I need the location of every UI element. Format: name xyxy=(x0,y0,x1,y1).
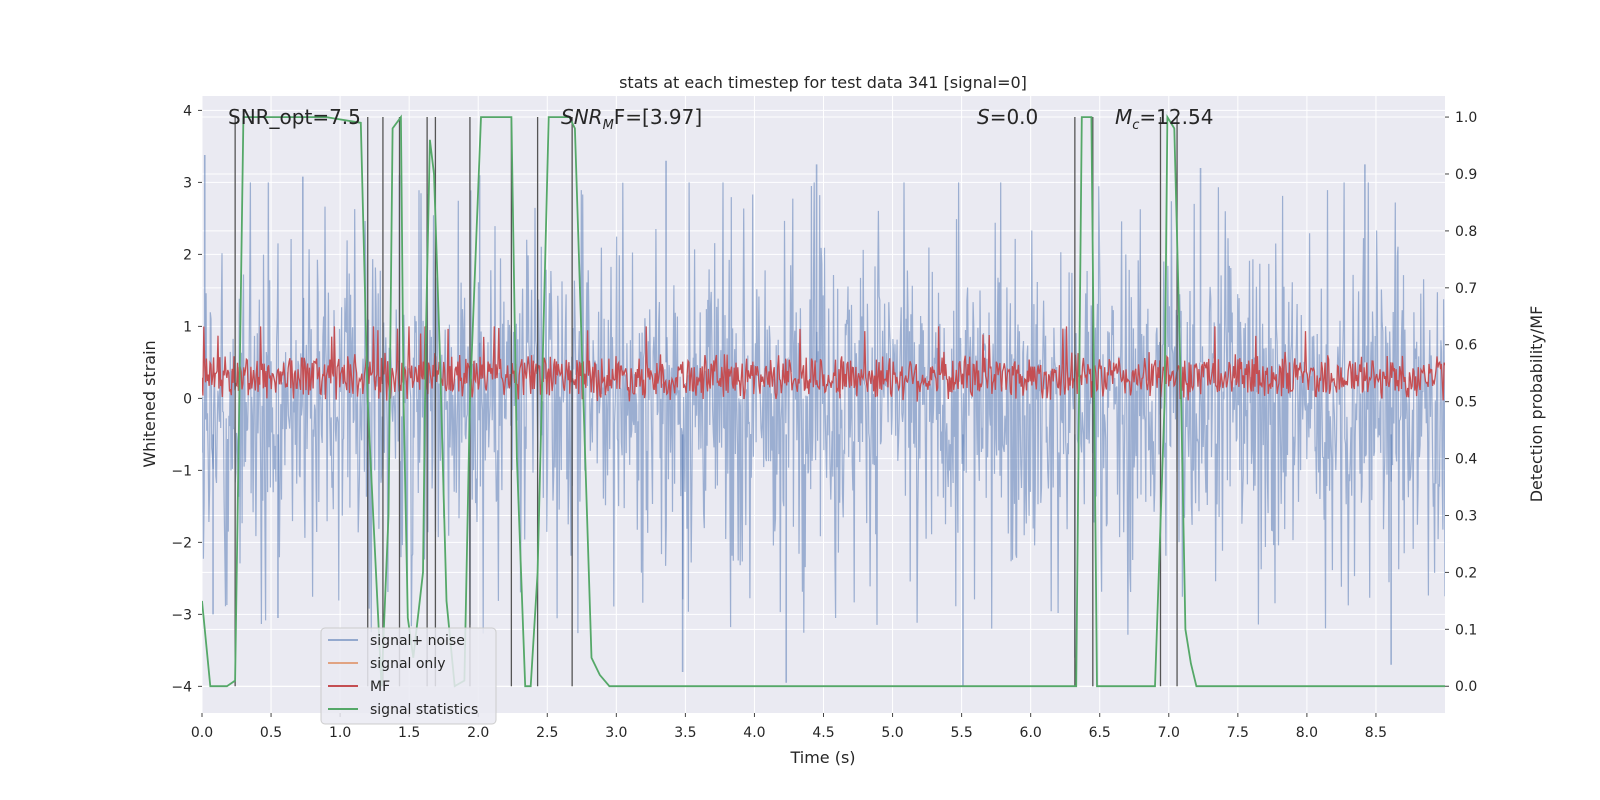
y-tick-label: −4 xyxy=(171,679,192,695)
y2-tick-label: 0.5 xyxy=(1455,395,1477,411)
x-tick-label: 2.5 xyxy=(536,725,558,741)
legend-box xyxy=(320,627,497,725)
x-tick-label: 6.0 xyxy=(1020,725,1042,741)
y2-tick-label: 0.9 xyxy=(1455,167,1477,183)
x-tick-label: 3.0 xyxy=(605,725,627,741)
x-tick-label: 6.5 xyxy=(1089,725,1111,741)
legend-label-signal-only: signal only xyxy=(370,656,445,672)
y2-axis-label: Detection probability/MF xyxy=(1527,306,1546,503)
x-tick-label: 5.5 xyxy=(950,725,972,741)
y2-tick-label: 0.2 xyxy=(1455,565,1477,581)
x-tick-label: 0.0 xyxy=(191,725,213,741)
y-tick-label: −2 xyxy=(171,535,192,551)
annotation-s: S=0.0 xyxy=(977,105,1038,129)
x-axis: 0.0 0.5 1.0 1.5 2.0 2.5 3.0 3.5 4.0 4.5 5.0 5.5 6.0 6… xyxy=(191,713,1387,741)
y-tick-label: −1 xyxy=(171,463,192,479)
y2-tick-label: 0.7 xyxy=(1455,281,1477,297)
x-tick-label: 1.0 xyxy=(329,725,351,741)
y2-tick-label: 0.8 xyxy=(1455,224,1477,240)
x-tick-label: 0.5 xyxy=(260,725,282,741)
mc-base: M xyxy=(1115,105,1132,129)
x-tick-label: 3.5 xyxy=(674,725,696,741)
x-tick-label: 4.0 xyxy=(743,725,765,741)
y2-tick-label: 0.3 xyxy=(1455,508,1477,524)
x-axis-label: Time (s) xyxy=(789,748,855,767)
chart-title: stats at each timestep for test data 341… xyxy=(619,73,1027,92)
x-tick-label: 7.0 xyxy=(1158,725,1180,741)
y-tick-label: 1 xyxy=(183,319,192,335)
y-tick-label: 2 xyxy=(183,247,192,263)
series-mf-line xyxy=(202,326,1445,402)
legend-label-mf: MF xyxy=(370,679,390,695)
legend-label-signal-statistics: signal statistics xyxy=(370,702,478,718)
y2-tick-label: 0.6 xyxy=(1455,338,1477,354)
s-value: =0.0 xyxy=(990,105,1039,129)
y2-tick-label: 1.0 xyxy=(1455,110,1477,126)
snr-mf-base: SNR xyxy=(561,105,603,129)
x-tick-label: 8.5 xyxy=(1365,725,1387,741)
y-axis-label: Whitened strain xyxy=(140,340,159,467)
y-tick-label: −3 xyxy=(171,607,192,623)
x-tick-label: 8.0 xyxy=(1296,725,1318,741)
y2-tick-label: 0.4 xyxy=(1455,452,1477,468)
y2-tick-label: 0.0 xyxy=(1455,679,1477,695)
annotation-mc: Mc=12.54 xyxy=(1115,105,1213,133)
y2-tick-label: 0.1 xyxy=(1455,622,1477,638)
s-symbol: S xyxy=(977,105,990,129)
y-tick-label: 0 xyxy=(183,391,192,407)
x-tick-label: 7.5 xyxy=(1227,725,1249,741)
x-tick-label: 4.5 xyxy=(812,725,834,741)
x-tick-label: 2.0 xyxy=(467,725,489,741)
x-tick-label: 5.0 xyxy=(881,725,903,741)
snr-mf-sub: M xyxy=(603,118,614,133)
y-tick-label: 4 xyxy=(183,103,192,119)
y-axis-left: −4 −3 −2 −1 0 1 2 3 4 xyxy=(171,103,202,695)
mc-value: =12.54 xyxy=(1139,105,1213,129)
y-tick-label: 3 xyxy=(183,175,192,191)
legend-label-signal-noise: signal+ noise xyxy=(370,633,465,649)
mc-sub: c xyxy=(1132,118,1139,133)
legend: signal+ noise signal only MF signal stat… xyxy=(320,627,497,725)
snr-mf-rest: F=[3.97] xyxy=(614,105,702,129)
x-tick-label: 1.5 xyxy=(398,725,420,741)
annotation-snr-opt: SNR_opt=7.5 xyxy=(228,105,361,129)
y-axis-right: 0.0 0.1 0.2 0.3 0.4 0.5 0.6 0.7 0.8 0.9 1.0 xyxy=(1445,110,1477,695)
annotation-snr-mf: SNRMF=[3.97] xyxy=(561,105,702,133)
